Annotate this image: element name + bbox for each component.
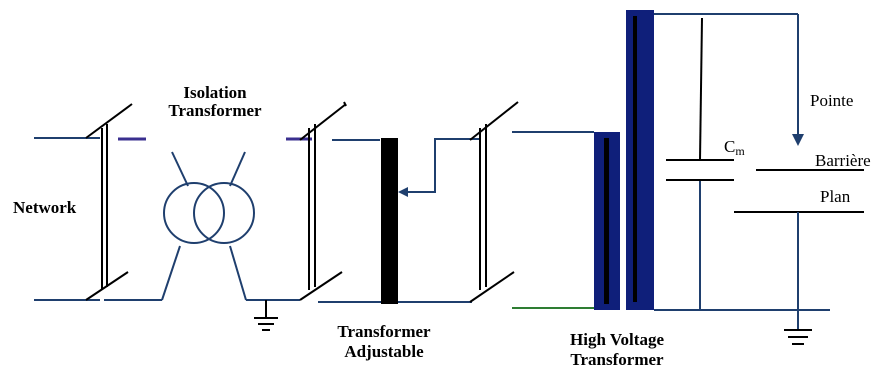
adjustable-tap-arrow: [398, 138, 462, 197]
pointe-label: Pointe: [810, 91, 854, 110]
adjustable-label-line2: Adjustable: [344, 342, 424, 361]
third-switch: [469, 101, 519, 303]
capacitor-cm-label: Cm: [724, 138, 745, 160]
cm-main: C: [724, 137, 736, 156]
adjustable-transformer-core: [381, 138, 398, 304]
isolation-transformer-label: Isolation Transformer: [150, 84, 280, 120]
plan-label: Plan: [820, 187, 851, 206]
network-label: Network: [13, 198, 77, 217]
hv-label-line1: High Voltage: [570, 330, 664, 349]
adjustable-label-line1: Transformer: [337, 322, 431, 341]
isolation-label-line1: Isolation: [183, 83, 247, 102]
network-switch: [85, 103, 133, 301]
hv-ground: [784, 329, 812, 345]
adjustable-transformer-label: Transformer Adjustable: [324, 322, 444, 362]
isolation-label-line2: Transformer: [168, 101, 262, 120]
isolation-transformer-leads: [104, 137, 312, 301]
output-wires: [654, 13, 830, 311]
barriere-label: Barrière: [815, 151, 871, 170]
pointe-arrowhead: [792, 134, 804, 146]
hv-transformer: [594, 10, 654, 310]
hv-transformer-label: High Voltage Transformer: [552, 330, 682, 370]
adjustable-wires: [318, 139, 472, 303]
cm-subscript: m: [735, 144, 745, 158]
hv-label-line2: Transformer: [570, 350, 664, 369]
isolation-transformer-coils: [163, 182, 255, 244]
network-wires: [34, 137, 100, 301]
isolation-ground: [254, 300, 278, 331]
hv-input-wires: [512, 131, 598, 309]
second-switch: [299, 101, 347, 301]
measuring-capacitor: [666, 17, 734, 181]
